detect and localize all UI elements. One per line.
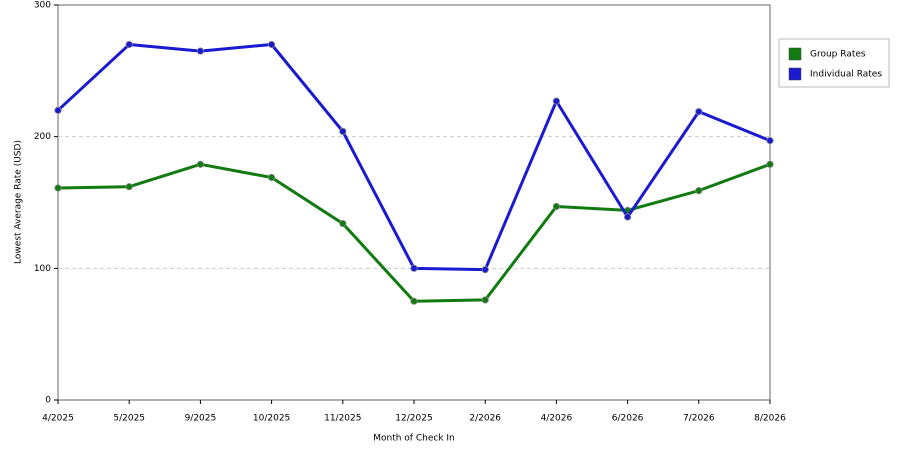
y-tick-label: 100	[34, 264, 51, 274]
data-point	[623, 213, 632, 221]
x-axis-label: Month of Check In	[373, 434, 455, 444]
legend-swatch	[788, 67, 802, 81]
plot-area	[57, 4, 771, 401]
x-tick-label: 4/2025	[42, 414, 74, 424]
data-point	[196, 160, 204, 168]
data-point	[54, 106, 62, 114]
data-point	[196, 47, 204, 55]
y-axis-label: Lowest Average Rate (USD)	[14, 140, 24, 264]
x-tick-label: 10/2025	[253, 414, 290, 424]
legend-swatch	[788, 47, 802, 61]
data-point	[267, 173, 276, 182]
data-point	[54, 184, 62, 192]
y-tick-label: 200	[34, 132, 51, 142]
data-point	[339, 127, 347, 135]
x-tick-label: 12/2025	[395, 414, 432, 424]
x-tick-label: 7/2026	[683, 414, 715, 424]
y-tick-label: 0	[45, 396, 51, 406]
legend-label: Group Rates	[810, 50, 866, 60]
data-point	[125, 183, 133, 191]
data-point	[410, 297, 418, 305]
x-tick-label: 6/2026	[612, 414, 644, 424]
data-point	[695, 108, 703, 116]
data-point	[125, 40, 133, 49]
x-tick-label: 2/2026	[469, 414, 501, 424]
data-point	[267, 40, 276, 49]
data-point	[481, 296, 489, 304]
data-point	[481, 266, 489, 274]
data-point	[552, 97, 561, 105]
x-tick-label: 9/2025	[185, 414, 217, 424]
data-point	[695, 187, 703, 195]
legend-label: Individual Rates	[810, 70, 882, 80]
data-point	[766, 160, 774, 168]
y-tick-label: 300	[34, 1, 51, 11]
data-point	[766, 137, 774, 145]
x-tick-label: 5/2025	[113, 414, 145, 424]
data-point	[339, 219, 347, 228]
x-tick-label: 11/2025	[324, 414, 361, 424]
data-point	[552, 202, 561, 211]
x-tick-label: 8/2026	[754, 414, 786, 424]
data-point	[410, 264, 418, 272]
x-tick-label: 4/2026	[541, 414, 573, 424]
